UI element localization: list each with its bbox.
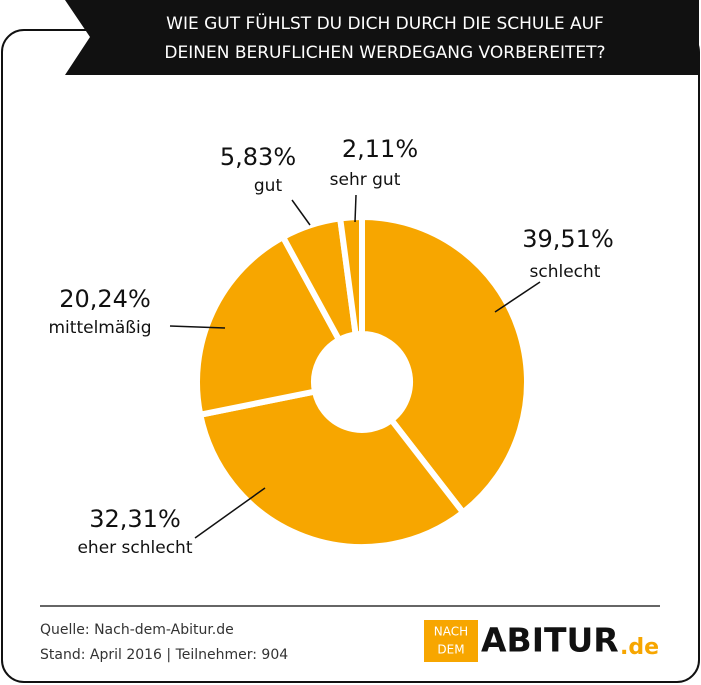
- stand: Stand: April 2016 | Teilnehmer: 904: [40, 647, 288, 663]
- category-label: gut: [254, 176, 283, 196]
- leader-line: [169, 325, 226, 329]
- leader-line: [354, 194, 357, 223]
- donut-segment: [194, 233, 344, 419]
- logo-box: [424, 620, 478, 662]
- logo-small: DEM: [437, 643, 464, 657]
- value-label: 39,51%: [522, 225, 614, 253]
- category-label: mittelmäßig: [49, 318, 152, 338]
- logo-suffix: .de: [620, 635, 659, 660]
- frame: [1, 29, 700, 683]
- value-label: 2,11%: [342, 135, 418, 163]
- category-label: schlecht: [530, 262, 601, 282]
- donut-segment: [196, 387, 468, 550]
- chart-title: WIE GUT FÜHLST DU DICH DURCH DIE SCHULE …: [166, 12, 604, 34]
- donut-segment: [336, 213, 365, 338]
- donut-segment: [359, 213, 530, 517]
- value-label: 5,83%: [220, 143, 296, 171]
- leader-line: [494, 281, 541, 313]
- value-label: 32,31%: [89, 505, 181, 533]
- title-banner: [65, 0, 699, 75]
- value-label: 20,24%: [59, 285, 151, 313]
- logo-main: ABITUR: [481, 621, 619, 660]
- leader-line: [194, 487, 266, 539]
- leader-line: [291, 199, 311, 226]
- logo-small: NACH: [434, 625, 468, 639]
- category-label: sehr gut: [330, 170, 401, 190]
- source: Quelle: Nach-dem-Abitur.de: [40, 622, 234, 638]
- category-label: eher schlecht: [77, 538, 192, 558]
- chart-title: DEINEN BERUFLICHEN WERDEGANG VORBEREITET…: [164, 43, 605, 63]
